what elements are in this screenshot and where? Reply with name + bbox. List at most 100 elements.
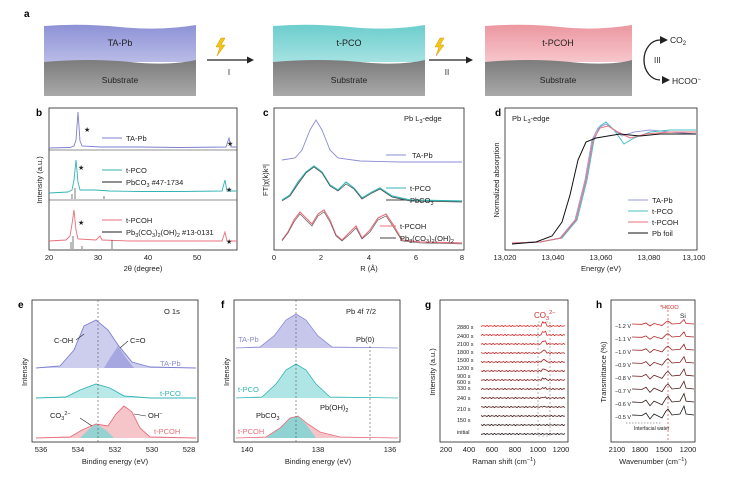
x-axis-title: Wavenumber (cm−1) bbox=[619, 457, 687, 466]
si-label: Si bbox=[680, 313, 686, 320]
svg-text:532: 532 bbox=[109, 445, 122, 454]
step-ii-arrow: II bbox=[429, 37, 473, 77]
pb0-label: Pb(0) bbox=[356, 335, 375, 344]
svg-text:2400 s: 2400 s bbox=[457, 334, 474, 340]
svg-text:−0.5 V: −0.5 V bbox=[615, 415, 631, 421]
svg-text:600: 600 bbox=[486, 445, 499, 454]
svg-text:−0.8 V: −0.8 V bbox=[615, 376, 631, 382]
svg-text:1800: 1800 bbox=[632, 445, 649, 454]
legend-ta-pb: TA-Pb bbox=[652, 196, 673, 205]
svg-text:initial: initial bbox=[457, 430, 470, 436]
svg-text:1500 s: 1500 s bbox=[457, 358, 474, 364]
svg-text:2: 2 bbox=[319, 253, 323, 262]
plot-frame bbox=[273, 107, 465, 251]
svg-text:1800 s: 1800 s bbox=[457, 350, 474, 356]
svg-text:13,060: 13,060 bbox=[590, 253, 613, 262]
star-marker: ★ bbox=[227, 140, 233, 148]
panel-d-label: d bbox=[495, 108, 501, 119]
t-pco-exafs-trace bbox=[281, 165, 463, 202]
raman-trace bbox=[480, 405, 566, 409]
x-axis: 140 138 136 Binding energy (eV) bbox=[241, 445, 397, 466]
panel-h: h *HCOO Si −1.2 V −1.1 V −1.0 V −0.9 V −… bbox=[596, 299, 697, 466]
legend-pb-foil: Pb foil bbox=[652, 229, 673, 238]
star-marker: ★ bbox=[78, 164, 84, 172]
svg-text:1000: 1000 bbox=[530, 445, 547, 454]
svg-text:900 s: 900 s bbox=[457, 374, 471, 380]
ta-pb-label: TA-Pb bbox=[160, 359, 181, 368]
co3-label: CO32− bbox=[50, 411, 71, 422]
pb-foil-xanes-trace bbox=[511, 133, 696, 245]
panel-g: g CO32− 2880 s 2400 s 2100 s 1800 s 1500… bbox=[425, 299, 570, 466]
svg-text:4: 4 bbox=[367, 253, 371, 262]
svg-text:40: 40 bbox=[144, 253, 152, 262]
svg-text:210 s: 210 s bbox=[457, 407, 471, 413]
bolt-icon bbox=[215, 37, 226, 57]
legend-ta-pb: TA-Pb bbox=[126, 134, 147, 143]
pbco3-label: PbCO3 bbox=[256, 411, 280, 422]
svg-text:30: 30 bbox=[94, 253, 102, 262]
x-axis: 536 534 532 530 528 Binding energy (eV) bbox=[35, 445, 196, 466]
ta-pb-label: TA-Pb bbox=[108, 38, 133, 48]
substrate-label: Substrate bbox=[102, 75, 139, 85]
t-pcoh-pb4f-trace bbox=[235, 415, 399, 439]
ta-pb-xrd-trace bbox=[48, 111, 237, 149]
plot-frame bbox=[233, 299, 401, 443]
star-marker: ★ bbox=[84, 126, 90, 134]
oh-label: OH− bbox=[148, 411, 162, 420]
raman-trace bbox=[480, 368, 566, 373]
y-axis-title: FT|χ(k)k³| bbox=[261, 164, 270, 196]
panel-f-title: Pb 4f 7/2 bbox=[346, 307, 376, 316]
svg-text:140: 140 bbox=[241, 445, 254, 454]
svg-text:1200: 1200 bbox=[680, 445, 697, 454]
panel-a: a TA-Pb Substrate I t-PCO Substrate bbox=[24, 9, 702, 96]
panel-a-label: a bbox=[24, 9, 30, 20]
x-axis-title: 2θ (degree) bbox=[124, 264, 163, 273]
step-iii-cycle: CO2 III HCOO− bbox=[643, 35, 702, 86]
raman-spectra bbox=[480, 321, 566, 436]
panel-b-label: b bbox=[36, 108, 42, 119]
raman-trace bbox=[480, 396, 566, 400]
t-pco-xrd-trace bbox=[48, 159, 237, 194]
ir-trace bbox=[631, 355, 695, 367]
y-axis-title: Intensity (a.u.) bbox=[428, 348, 437, 396]
hydrocerussite-exafs-trace bbox=[281, 211, 463, 245]
t-pco-label: t-PCO bbox=[238, 385, 259, 394]
t-pcoh-xrd-trace bbox=[48, 209, 237, 242]
x-axis-title: Raman shift (cm−1) bbox=[472, 457, 536, 466]
plot-frame bbox=[439, 299, 569, 443]
svg-text:150 s: 150 s bbox=[457, 418, 471, 424]
panel-f: f Pb 4f 7/2 TA-Pb Pb(0) t-PCO PbCO3 Pb(O… bbox=[221, 299, 401, 466]
x-axis: 13,020 13,040 13,060 13,080 13,100 Energ… bbox=[494, 253, 706, 273]
t-pco-label: t-PCO bbox=[336, 38, 361, 48]
ta-pb-schematic: TA-Pb Substrate bbox=[44, 24, 196, 96]
ir-trace bbox=[631, 331, 695, 340]
svg-text:240 s: 240 s bbox=[457, 396, 471, 402]
svg-text:330 s: 330 s bbox=[457, 386, 471, 392]
t-pco-xanes-trace bbox=[511, 121, 696, 244]
panel-c-title: Pb L3-edge bbox=[404, 114, 442, 125]
t-pco-layer bbox=[273, 24, 425, 62]
star-marker: ★ bbox=[226, 186, 232, 194]
ir-potential-labels: −1.2 V −1.1 V −1.0 V −0.9 V −0.8 V −0.7 … bbox=[615, 324, 631, 421]
svg-text:20: 20 bbox=[45, 253, 53, 262]
interfacial-water-label: Interfacial water bbox=[634, 426, 670, 432]
svg-text:2880 s: 2880 s bbox=[457, 325, 474, 331]
svg-text:50: 50 bbox=[193, 253, 201, 262]
svg-text:−0.9 V: −0.9 V bbox=[615, 363, 631, 369]
ir-trace bbox=[631, 392, 695, 407]
t-pcoh-layer bbox=[485, 24, 632, 62]
panel-e: e O 1s C-OH C=O TA-Pb t-PCO CO32− OH− t-… bbox=[18, 299, 199, 466]
x-axis: 200 400 600 800 1000 1200 Raman shift (c… bbox=[440, 445, 570, 466]
raman-trace bbox=[480, 386, 566, 391]
raman-trace bbox=[480, 423, 566, 427]
svg-text:8: 8 bbox=[460, 253, 464, 262]
panel-c-label: c bbox=[263, 108, 269, 119]
bolt-icon bbox=[434, 37, 445, 57]
svg-text:2100: 2100 bbox=[609, 445, 626, 454]
svg-text:13,040: 13,040 bbox=[542, 253, 565, 262]
y-axis-title: Intensity (a.u.) bbox=[35, 156, 44, 204]
substrate-layer bbox=[273, 60, 425, 96]
ir-trace bbox=[631, 367, 695, 380]
svg-text:200: 200 bbox=[440, 445, 453, 454]
t-pcoh-label: t-PCOH bbox=[238, 427, 264, 436]
